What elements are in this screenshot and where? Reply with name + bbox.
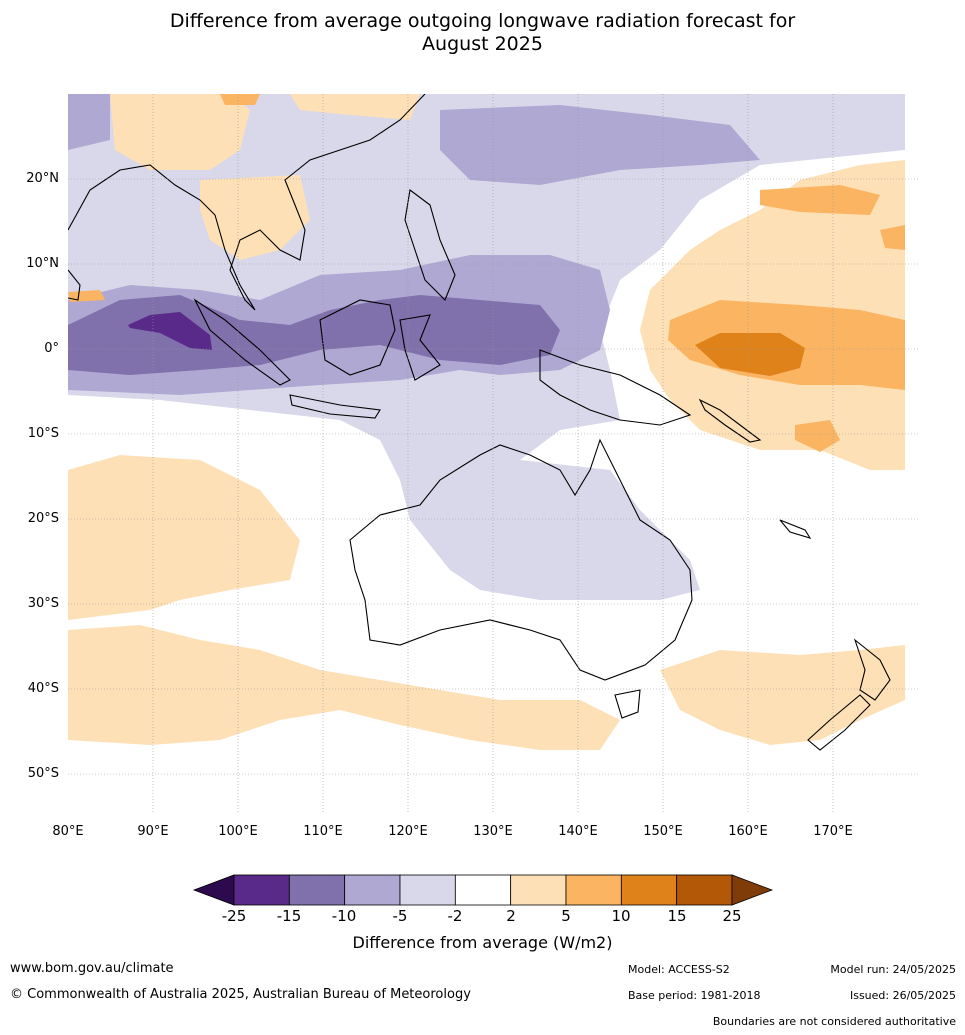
copyright-text: © Commonwealth of Australia 2025, Austra… (10, 987, 471, 1002)
colorbar-tick: 10 (611, 907, 631, 925)
mainland-asia-coastline (68, 94, 426, 311)
anomaly-region-deep-purple (128, 312, 212, 350)
new-caledonia-coastline (779, 519, 812, 539)
model-text: Model: ACCESS-S2 (628, 963, 730, 976)
sumatra-coastline (193, 298, 291, 386)
colorbar-tick: -10 (331, 907, 357, 925)
lon-label-90e: 90°E (137, 824, 169, 839)
model-run-text: Model run: 24/05/2025 (830, 963, 956, 976)
lon-label-160e: 160°E (728, 824, 768, 839)
colorbar-extend-high (731, 874, 774, 906)
title-line-2: August 2025 (422, 33, 543, 55)
india-coastline (68, 269, 81, 301)
lat-label-10s: 10°S (27, 426, 59, 441)
colorbar-swatch (399, 874, 456, 906)
borneo-coastline (319, 299, 396, 376)
australia-coastline (349, 438, 693, 681)
anomaly-region-dark-purple (68, 295, 560, 375)
colorbar-tick: -25 (221, 907, 247, 925)
lon-label-120e: 120°E (388, 824, 428, 839)
coastlines (68, 94, 891, 751)
colorbar-swatch (510, 874, 567, 906)
colorbar-swatch (676, 874, 733, 906)
new-guinea-coastline (539, 349, 692, 426)
colorbar-tick: 5 (561, 907, 571, 925)
lon-label-150e: 150°E (643, 824, 683, 839)
issued-text: Issued: 26/05/2025 (849, 989, 956, 1002)
lat-label-30s: 30°S (27, 596, 59, 611)
colorbar-tick: -15 (276, 907, 302, 925)
lon-label-80e: 80°E (52, 824, 84, 839)
nz-south-coastline (807, 694, 871, 751)
colorbar-tick: 15 (667, 907, 687, 925)
nz-north-coastline (853, 638, 891, 701)
lon-label-170e: 170°E (813, 824, 853, 839)
lat-label-0: 0° (44, 341, 59, 356)
lat-label-40s: 40°S (27, 681, 59, 696)
colorbar-title: Difference from average (W/m2) (352, 933, 613, 952)
lon-label-130e: 130°E (473, 824, 513, 839)
colorbar-tick: -2 (447, 907, 463, 925)
map-title: Difference from average outgoing longwav… (0, 10, 965, 56)
philippines-coastline (404, 189, 456, 301)
lat-label-10n: 10°N (26, 256, 59, 271)
colorbar-swatch (565, 874, 622, 906)
colorbar-swatch (233, 874, 290, 906)
olr-anomaly-map (68, 94, 918, 814)
sulawesi-coastline (399, 314, 441, 381)
colorbar-swatch (344, 874, 401, 906)
title-line-1: Difference from average outgoing longwav… (169, 10, 796, 32)
solomon-islands-coastline (698, 398, 762, 443)
colorbar-swatch (454, 874, 512, 906)
anomaly-region-medium-purple (440, 105, 760, 185)
colorbar-tick: -5 (392, 907, 408, 925)
tasmania-coastline (614, 689, 641, 719)
anomaly-region-dark-orange (695, 333, 805, 376)
colorbar-extend-low (192, 874, 235, 906)
gridlines (68, 94, 918, 814)
colorbar-swatch (620, 874, 678, 906)
base-period-text: Base period: 1981-2018 (628, 989, 761, 1002)
lat-label-50s: 50°S (27, 766, 59, 781)
lat-label-20n: 20°N (26, 171, 59, 186)
website-link[interactable]: www.bom.gov.au/climate (10, 961, 174, 976)
lat-label-20s: 20°S (27, 511, 59, 526)
lon-label-100e: 100°E (218, 824, 258, 839)
java-coastline (289, 394, 381, 419)
colorbar-swatch (288, 874, 346, 906)
lon-label-140e: 140°E (558, 824, 598, 839)
colorbar-tick: 25 (722, 907, 742, 925)
colorbar-swatches (192, 874, 774, 906)
lon-label-110e: 110°E (303, 824, 343, 839)
boundaries-note: Boundaries are not considered authoritat… (712, 1015, 956, 1028)
colorbar-tick: 2 (506, 907, 516, 925)
